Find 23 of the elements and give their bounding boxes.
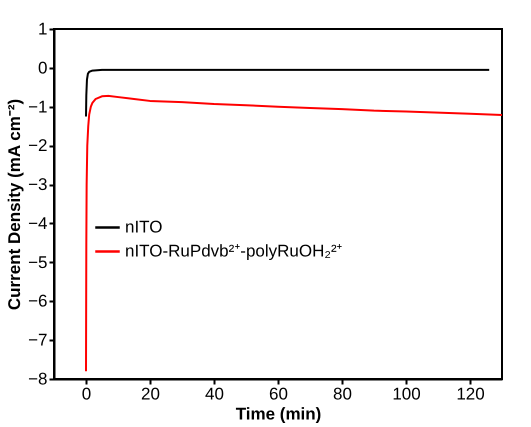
y-tick-label: 0 (38, 58, 48, 78)
x-tick-label: 60 (269, 384, 288, 404)
line-series (85, 94, 503, 372)
x-tick-label: 20 (141, 384, 160, 404)
legend-label: nITO (125, 218, 162, 236)
x-axis-title: Time (min) (236, 404, 322, 424)
x-tick-label: 80 (333, 384, 352, 404)
x-tick-label: 120 (456, 384, 485, 404)
x-tick-label: 40 (205, 384, 224, 404)
y-tick-label: −3 (28, 175, 48, 194)
legend-label: nITO-RuPdvb²⁺-polyRuOH₂²⁺ (125, 242, 343, 260)
y-tick-label: −7 (28, 330, 48, 350)
y-tick-label: −5 (28, 252, 48, 272)
y-tick-label: −6 (28, 292, 48, 311)
y-tick-label: 1 (38, 20, 48, 38)
x-tick-label: 0 (82, 384, 92, 404)
y-tick-label: −8 (28, 370, 48, 388)
y-tick-label: −1 (28, 97, 48, 116)
y-axis-title: Current Density (mA cm⁻²) (5, 98, 24, 310)
line-series (85, 68, 490, 118)
y-tick-label: −4 (28, 214, 48, 233)
x-tick-label: 100 (392, 384, 421, 404)
y-tick-label: −2 (28, 136, 48, 156)
